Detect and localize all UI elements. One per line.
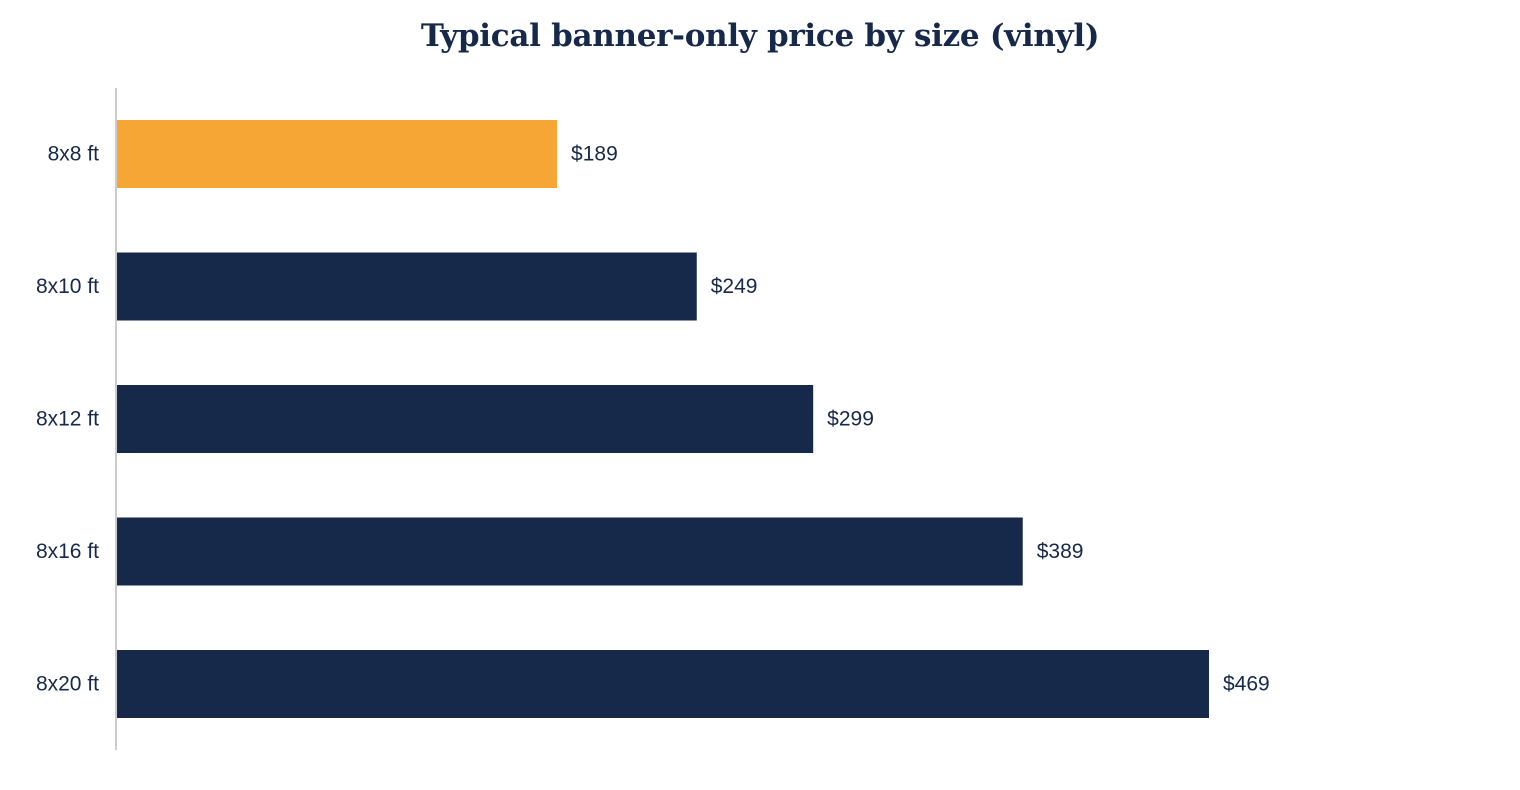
- bars-layer: 8x8 ft $189 8x10 ft $249 8x12 ft $299 8x16 ft $…: [36, 120, 1270, 718]
- value-label-8x12-ft: $299: [827, 408, 874, 431]
- chart-title: Typical banner-only price by size (vinyl…: [420, 18, 1100, 54]
- value-label-8x8-ft: $189: [571, 143, 618, 166]
- category-label-8x12-ft: 8x12 ft: [36, 408, 99, 431]
- category-label-8x20-ft: 8x20 ft: [36, 673, 99, 696]
- bar-8x10-ft: [117, 252, 697, 321]
- bar-8x20-ft: [117, 650, 1209, 718]
- value-label-8x16-ft: $389: [1037, 540, 1084, 563]
- category-label-8x8-ft: 8x8 ft: [48, 143, 100, 166]
- category-label-8x16-ft: 8x16 ft: [36, 540, 99, 563]
- bar-8x12-ft: [117, 385, 814, 453]
- value-label-8x20-ft: $469: [1223, 673, 1270, 696]
- value-label-8x10-ft: $249: [711, 275, 758, 298]
- bar-8x16-ft: [117, 517, 1023, 586]
- bar-8x8-ft: [117, 120, 558, 188]
- category-label-8x10-ft: 8x10 ft: [36, 275, 99, 298]
